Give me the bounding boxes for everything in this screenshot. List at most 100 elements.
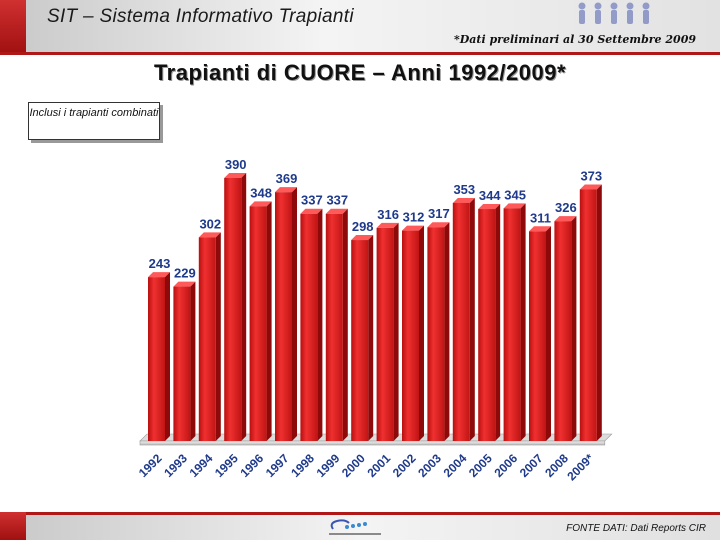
x-tick-label: 2003 (415, 451, 444, 480)
bar-side-face (419, 225, 424, 441)
bar-front-face (427, 227, 445, 441)
value-label: 348 (250, 185, 272, 200)
value-label: 317 (428, 206, 450, 221)
x-tick-label: 2009* (564, 451, 596, 483)
bar-2005 (478, 204, 501, 441)
bar-front-face (402, 230, 419, 441)
bar-front-face (503, 208, 521, 441)
bar-2006 (503, 203, 526, 441)
floor-front (139, 440, 606, 446)
bar-top-face (376, 222, 399, 228)
value-label: 353 (453, 182, 475, 197)
footer-accent (0, 512, 26, 540)
bar-top-face (402, 225, 424, 231)
bar-2008 (554, 216, 577, 441)
value-label: 298 (352, 219, 374, 234)
bar-2003 (427, 222, 450, 441)
value-label: 390 (225, 157, 247, 172)
bar-front-face (529, 231, 546, 441)
bar-side-face (190, 281, 196, 441)
bar-front-face (300, 213, 318, 441)
bar-top-face (503, 203, 526, 209)
x-tick-label: 1999 (314, 451, 343, 480)
bar-side-face (546, 226, 551, 441)
footer-divider (0, 512, 720, 515)
preliminary-data-note: *Dati preliminari al 30 Settembre 2009 (453, 33, 696, 46)
bar-2009 (579, 184, 602, 441)
note-box: Inclusi i trapianti combinati (28, 102, 160, 140)
bar-side-face (444, 222, 450, 441)
header-divider (0, 52, 720, 55)
bar-top-face (351, 235, 374, 241)
bar-1994 (198, 232, 221, 441)
bar-top-face (579, 184, 602, 190)
app-title: SIT – Sistema Informativo Trapianti (47, 6, 354, 27)
x-tick-label: 2005 (466, 451, 495, 480)
value-label: 229 (174, 266, 196, 281)
bar-1997 (275, 187, 297, 441)
x-tick-label: 2000 (339, 451, 368, 480)
x-tick-label: 1996 (237, 451, 266, 480)
bar-1999 (325, 208, 348, 441)
bar-side-face (368, 235, 374, 441)
bar-front-face (173, 286, 191, 441)
bar-side-face (292, 187, 297, 441)
bar-front-face (351, 240, 369, 441)
value-label: 311 (530, 210, 551, 225)
bar-2001 (376, 222, 399, 441)
value-label: 316 (377, 207, 399, 222)
bar-side-face (495, 204, 501, 441)
bar-1995 (224, 173, 247, 441)
bar-top-face (249, 201, 272, 207)
bar-side-face (165, 272, 170, 441)
bar-side-face (241, 173, 247, 441)
header-accent (0, 0, 26, 54)
value-label: 345 (504, 187, 526, 202)
bar-front-face (579, 189, 597, 441)
bar-front-face (224, 178, 242, 441)
value-label: 337 (326, 193, 348, 208)
bar-side-face (266, 201, 272, 441)
header-bar: SIT – Sistema Informativo Trapianti *Dat… (0, 0, 720, 54)
bar-top-face (529, 226, 551, 232)
bar-top-face (148, 272, 170, 278)
x-tick-label: 1998 (288, 451, 317, 480)
x-tick-label: 1993 (161, 451, 190, 480)
value-label: 312 (403, 210, 425, 225)
bar-side-face (596, 184, 602, 441)
bar-top-face (300, 208, 323, 214)
bar-side-face (571, 216, 577, 441)
bar-front-face (275, 192, 292, 441)
bar-side-face (317, 208, 323, 441)
bar-top-face (198, 232, 221, 238)
bar-top-face (224, 173, 247, 178)
people-logo-icon (578, 2, 650, 24)
bar-front-face (376, 227, 394, 441)
value-label: 373 (580, 168, 602, 183)
data-source: FONTE DATI: Dati Reports CIR (566, 523, 706, 534)
chart-title: Trapianti di CUORE – Anni 1992/2009* (153, 60, 567, 85)
value-label: 344 (479, 188, 501, 203)
x-tick-label: 2006 (491, 451, 520, 480)
bar-top-face (325, 208, 348, 214)
bar-2002 (402, 225, 424, 441)
x-tick-label: 1994 (187, 451, 216, 480)
bars-group (148, 173, 602, 441)
bar-front-face (554, 221, 572, 441)
bar-top-face (275, 187, 297, 193)
bar-front-face (325, 213, 343, 441)
x-tick-label: 2001 (364, 451, 393, 480)
bar-front-face (148, 277, 165, 441)
bar-front-face (478, 209, 496, 441)
bar-1993 (173, 281, 196, 441)
bar-side-face (469, 197, 475, 441)
bar-side-face (393, 222, 399, 441)
x-tick-label: 2002 (390, 451, 419, 480)
value-label: 302 (199, 216, 221, 231)
bar-2000 (351, 235, 374, 441)
bar-front-face (249, 206, 267, 441)
bar-side-face (520, 203, 526, 441)
bar-1996 (249, 201, 272, 441)
